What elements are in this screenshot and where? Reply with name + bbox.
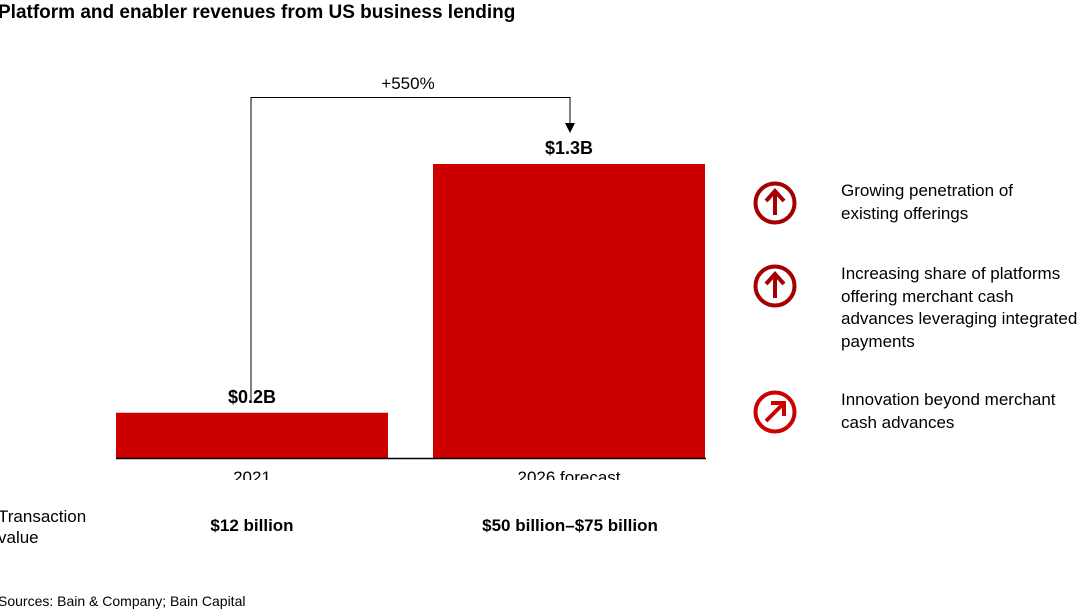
driver-item: Growing penetration of existing offering… <box>752 180 1080 260</box>
transaction-label-line1: Transaction <box>0 507 87 526</box>
driver-text: Innovation beyond merchant cash advances <box>841 390 1056 432</box>
growth-bracket <box>250 97 571 400</box>
driver-text: Increasing share of platforms offering m… <box>841 264 1078 351</box>
arrow-up-circle-icon <box>753 264 797 308</box>
bar-value-label: $0.2B <box>228 387 276 407</box>
transaction-value-2021: $12 billion <box>210 516 294 535</box>
transaction-value-label: Transaction value <box>0 506 86 548</box>
arrow-up-circle-icon <box>753 181 797 225</box>
bar-value-label: $1.3B <box>545 138 593 158</box>
bar-chart: $0.2B 2021 $1.3B 2026 forecast +550% <box>116 74 706 480</box>
growth-label: +550% <box>381 74 434 93</box>
chart-title: Platform and enabler revenues from US bu… <box>0 2 516 23</box>
bar-1 <box>433 164 705 458</box>
category-label: 2021 <box>233 468 271 480</box>
bar-0 <box>116 412 388 458</box>
growth-arrowhead <box>565 123 575 133</box>
source-note: Sources: Bain & Company; Bain Capital <box>0 593 246 609</box>
transaction-value-2026: $50 billion–$75 billion <box>482 516 658 535</box>
driver-item: Innovation beyond merchant cash advances <box>752 389 1080 469</box>
arrow-up-right-circle-icon <box>753 390 797 434</box>
driver-text: Growing penetration of existing offering… <box>841 181 1013 223</box>
driver-item: Increasing share of platforms offering m… <box>752 263 1080 351</box>
category-label: 2026 forecast <box>517 468 620 480</box>
transaction-label-line2: value <box>0 528 39 547</box>
